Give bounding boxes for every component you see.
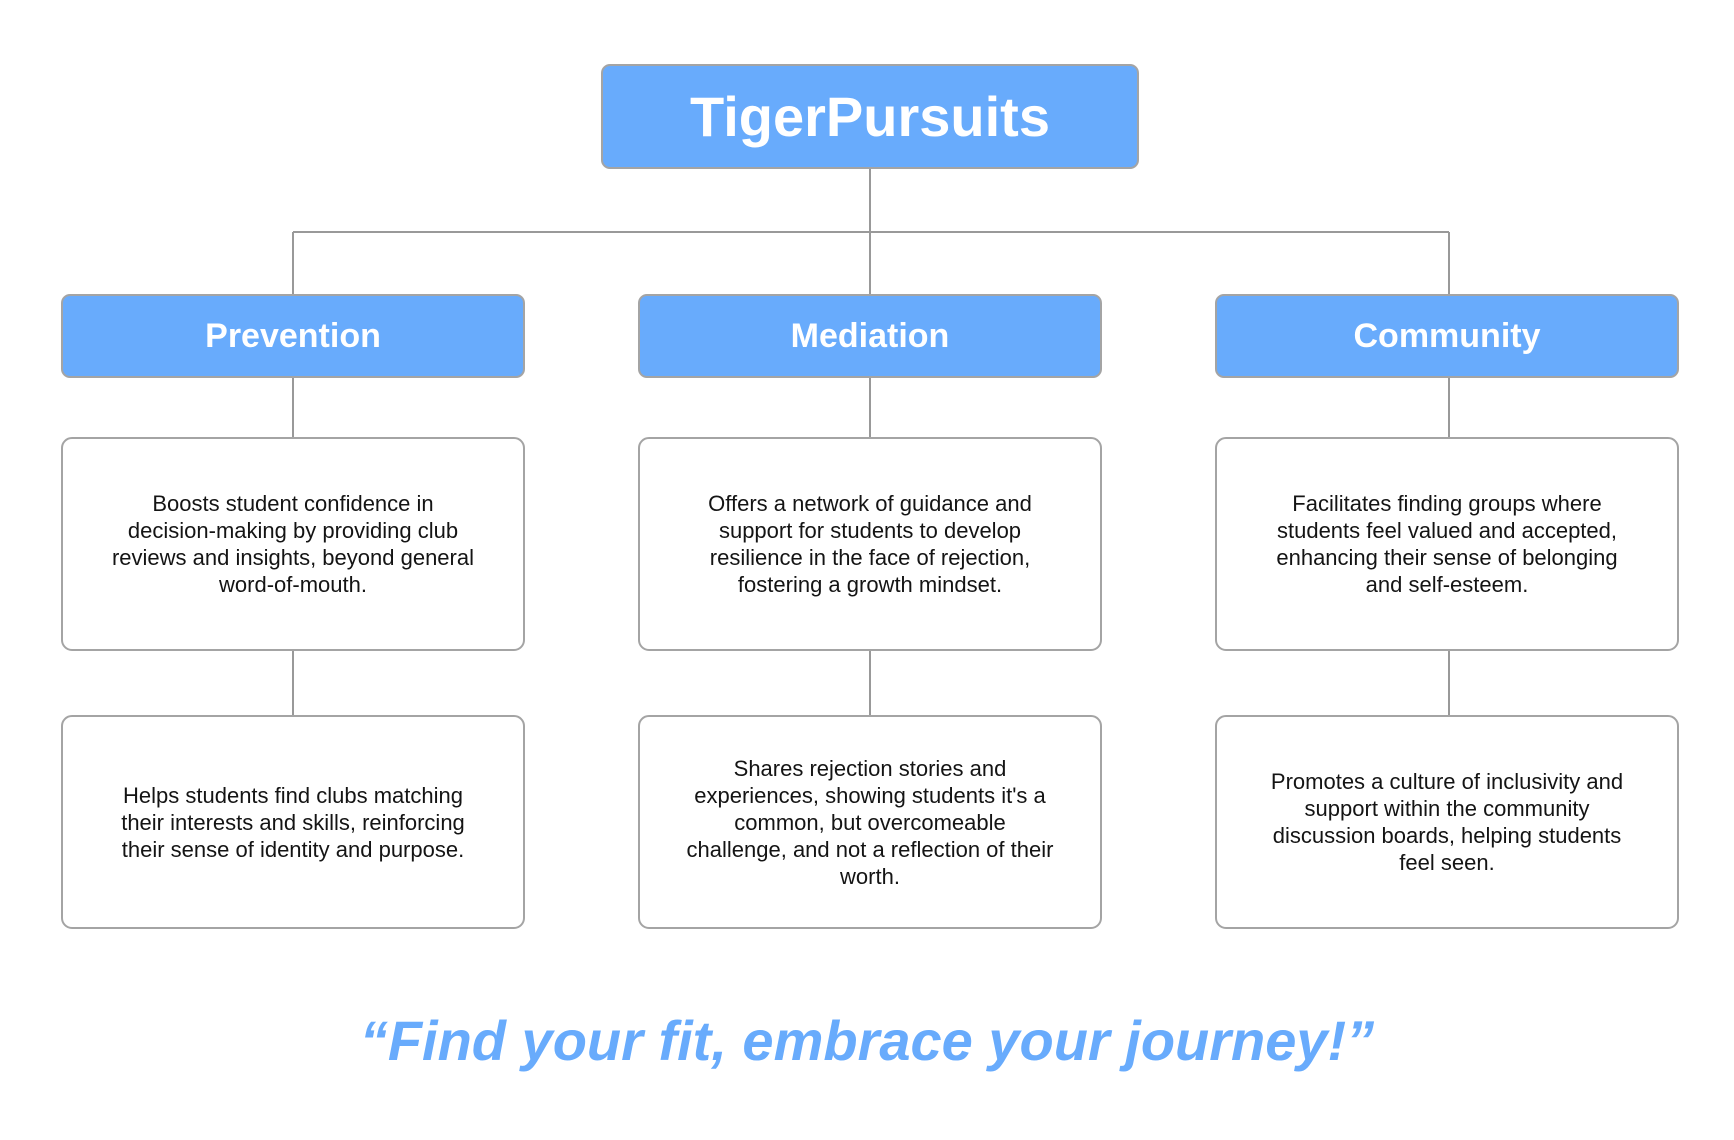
prevention-item-1-text: Boosts student confidence in decision-ma… bbox=[61, 437, 525, 651]
branch-prevention-title: Prevention bbox=[61, 294, 525, 378]
root-node-title: TigerPursuits bbox=[601, 64, 1139, 169]
community-item-1-text: Facilitates finding groups where student… bbox=[1215, 437, 1679, 651]
mediation-item-1-text: Offers a network of guidance and support… bbox=[638, 437, 1102, 651]
branch-community-title: Community bbox=[1215, 294, 1679, 378]
community-item-2-text: Promotes a culture of inclusivity and su… bbox=[1215, 715, 1679, 929]
branch-mediation-title: Mediation bbox=[638, 294, 1102, 378]
mediation-item-2-text: Shares rejection stories and experiences… bbox=[638, 715, 1102, 929]
prevention-item-2-text: Helps students find clubs matching their… bbox=[61, 715, 525, 929]
tagline: “Find your fit, embrace your journey!” bbox=[359, 1009, 1375, 1072]
